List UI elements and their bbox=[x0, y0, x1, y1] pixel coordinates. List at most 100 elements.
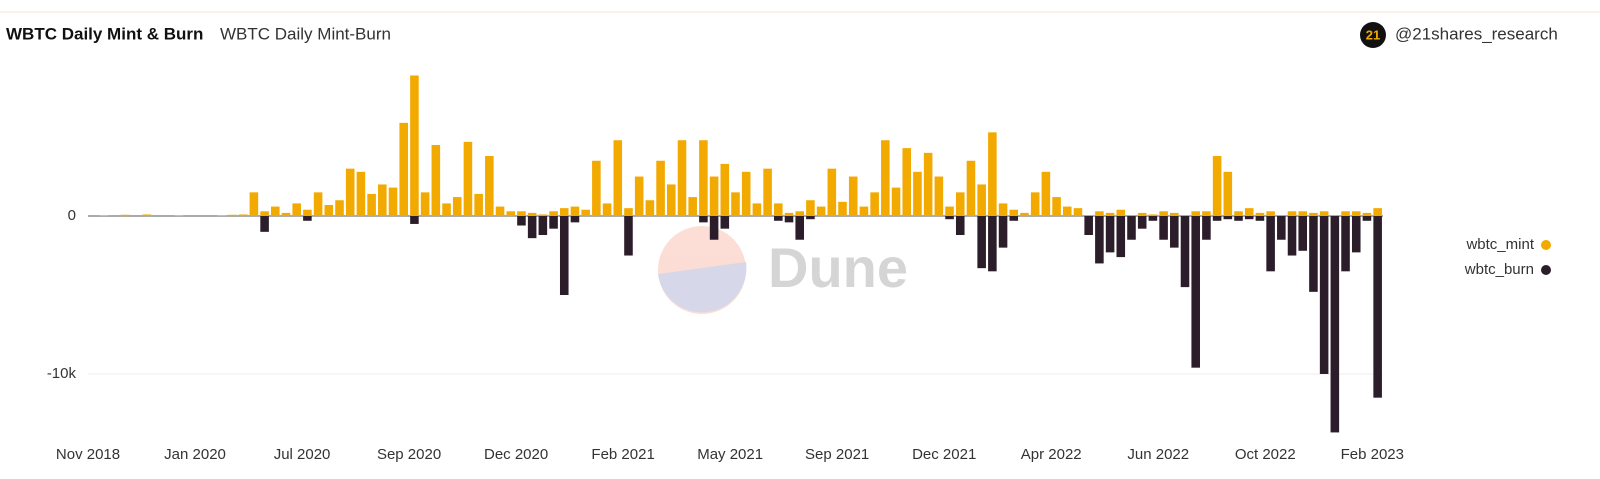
bar bbox=[624, 216, 633, 256]
bar bbox=[463, 141, 473, 217]
bar bbox=[709, 176, 719, 217]
bar bbox=[1362, 212, 1372, 217]
bar bbox=[677, 140, 687, 217]
legend-label: wbtc_burn bbox=[1464, 261, 1534, 278]
bar bbox=[998, 216, 1008, 248]
bar bbox=[806, 200, 815, 217]
bar bbox=[870, 192, 879, 217]
bar bbox=[1073, 208, 1083, 217]
bar bbox=[217, 215, 227, 217]
bar bbox=[378, 184, 387, 217]
x-tick-label: Feb 2021 bbox=[591, 446, 654, 463]
bar bbox=[335, 200, 344, 217]
bar bbox=[345, 168, 355, 217]
bar bbox=[752, 203, 762, 217]
bar bbox=[1191, 216, 1200, 368]
bar bbox=[955, 216, 965, 235]
y-tick-label: -10k bbox=[47, 365, 77, 382]
bar bbox=[1170, 212, 1179, 217]
bar bbox=[559, 208, 569, 217]
bar bbox=[977, 216, 986, 269]
bar bbox=[452, 197, 462, 217]
bar bbox=[1266, 216, 1275, 272]
bar bbox=[1309, 216, 1318, 292]
author[interactable]: @21shares_research bbox=[1395, 24, 1558, 43]
x-tick-label: May 2021 bbox=[697, 446, 763, 463]
bar bbox=[559, 216, 569, 296]
bar bbox=[1105, 212, 1115, 217]
bar bbox=[506, 211, 516, 217]
bar bbox=[795, 211, 804, 217]
x-tick-label: Apr 2022 bbox=[1021, 446, 1082, 463]
bar bbox=[249, 192, 259, 217]
bar bbox=[795, 216, 804, 240]
bar bbox=[1212, 216, 1222, 221]
bar bbox=[271, 206, 280, 217]
bar bbox=[1170, 216, 1179, 248]
chart-title: WBTC Daily Mint & Burn bbox=[6, 24, 203, 43]
x-tick-label: Dec 2021 bbox=[912, 446, 976, 463]
bar bbox=[827, 168, 837, 217]
bar bbox=[1116, 216, 1126, 258]
bar bbox=[527, 212, 537, 217]
bar bbox=[431, 144, 441, 217]
bar bbox=[1373, 216, 1382, 398]
bar bbox=[806, 216, 815, 220]
bar bbox=[99, 215, 109, 217]
watermark-logo bbox=[658, 226, 746, 314]
bar bbox=[495, 206, 505, 217]
bar bbox=[1319, 211, 1329, 217]
bar bbox=[1287, 211, 1297, 217]
bar bbox=[667, 184, 676, 217]
bar bbox=[784, 212, 794, 217]
bar bbox=[881, 140, 890, 217]
avatar-text: 21 bbox=[1366, 27, 1380, 42]
bar bbox=[356, 171, 366, 217]
bar bbox=[121, 214, 130, 217]
bar bbox=[720, 216, 730, 229]
bar bbox=[549, 216, 558, 229]
bar bbox=[934, 176, 944, 217]
bar bbox=[570, 216, 580, 223]
x-tick-label: Jun 2022 bbox=[1127, 446, 1189, 463]
watermark-logo-part bbox=[658, 262, 747, 313]
x-tick-label: Feb 2023 bbox=[1341, 446, 1404, 463]
bar bbox=[1030, 192, 1040, 217]
bar bbox=[1298, 211, 1308, 217]
bar bbox=[1255, 212, 1265, 217]
bar bbox=[988, 132, 997, 217]
bar bbox=[763, 168, 772, 217]
bar bbox=[474, 193, 483, 217]
bar bbox=[1159, 211, 1168, 217]
legend-label: wbtc_mint bbox=[1465, 236, 1534, 253]
bar bbox=[399, 122, 409, 217]
bar bbox=[955, 192, 965, 217]
bar bbox=[1287, 216, 1297, 256]
bar bbox=[1191, 211, 1200, 217]
bar bbox=[260, 211, 269, 217]
bar bbox=[1202, 211, 1211, 217]
bar bbox=[367, 193, 376, 217]
watermark: Dune bbox=[658, 226, 908, 314]
bar bbox=[1309, 212, 1318, 217]
bar bbox=[998, 203, 1008, 217]
bar bbox=[538, 214, 548, 217]
bar bbox=[1202, 216, 1211, 240]
bar bbox=[1298, 216, 1308, 251]
bar bbox=[1020, 212, 1029, 217]
bar bbox=[1084, 216, 1093, 235]
bar bbox=[1148, 214, 1158, 217]
x-tick-label: Dec 2020 bbox=[484, 446, 548, 463]
bar bbox=[838, 201, 847, 217]
bar bbox=[570, 206, 580, 217]
bar bbox=[966, 160, 976, 217]
bar bbox=[634, 176, 644, 217]
bar bbox=[859, 206, 869, 217]
bar bbox=[1148, 216, 1158, 221]
bar bbox=[1319, 216, 1329, 374]
x-tick-label: Sep 2021 bbox=[805, 446, 869, 463]
bar bbox=[1244, 216, 1254, 220]
bar bbox=[613, 140, 623, 217]
bar bbox=[1009, 209, 1019, 217]
bar bbox=[527, 216, 537, 239]
